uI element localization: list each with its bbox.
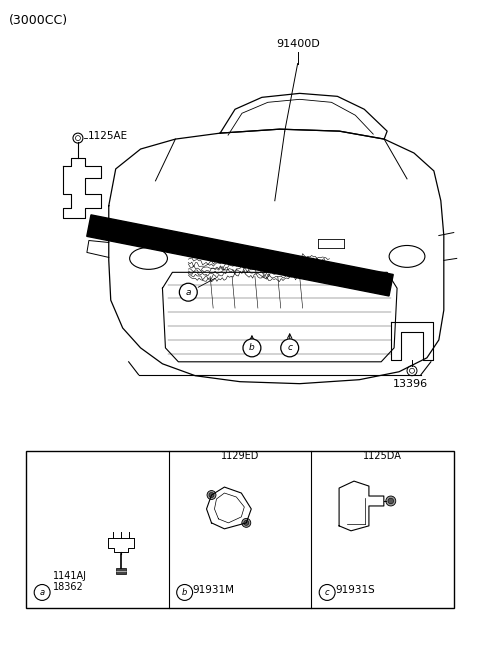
Text: b: b: [182, 588, 187, 597]
Circle shape: [242, 518, 251, 527]
Text: a: a: [39, 588, 45, 597]
Text: b: b: [249, 343, 255, 352]
Text: 1125AE: 1125AE: [88, 131, 128, 141]
Bar: [116, 568, 126, 574]
Text: 91931M: 91931M: [192, 586, 235, 595]
Bar: [26, 451, 454, 608]
Text: 13396: 13396: [393, 379, 428, 388]
Circle shape: [34, 584, 50, 601]
Circle shape: [209, 493, 214, 498]
Circle shape: [244, 520, 249, 525]
Text: 18362: 18362: [53, 582, 84, 593]
Circle shape: [319, 584, 335, 601]
Circle shape: [207, 491, 216, 500]
Circle shape: [177, 584, 192, 601]
Text: (3000CC): (3000CC): [9, 14, 69, 27]
Text: c: c: [287, 343, 292, 352]
Circle shape: [386, 496, 396, 506]
Circle shape: [388, 498, 394, 504]
Polygon shape: [87, 215, 393, 296]
Text: 1141AJ: 1141AJ: [53, 571, 87, 580]
Text: a: a: [186, 288, 191, 297]
Text: 91400D: 91400D: [276, 39, 320, 48]
Circle shape: [180, 283, 197, 301]
Text: 1129ED: 1129ED: [221, 451, 259, 461]
Text: c: c: [325, 588, 329, 597]
Text: 91931S: 91931S: [335, 586, 375, 595]
Text: 1125DA: 1125DA: [363, 451, 402, 461]
Circle shape: [281, 339, 299, 357]
Circle shape: [243, 339, 261, 357]
